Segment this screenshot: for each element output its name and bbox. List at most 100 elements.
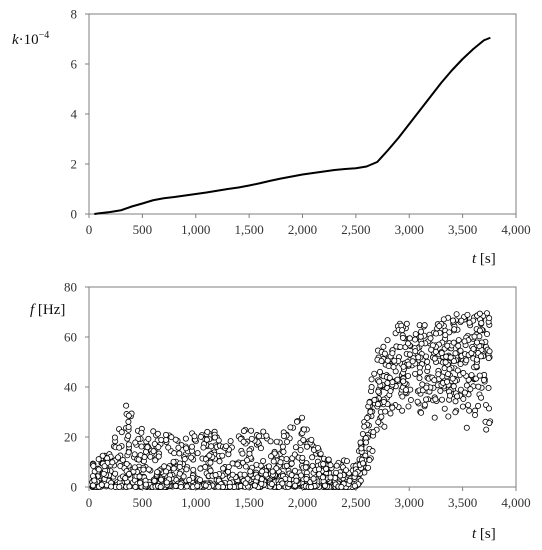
y-axis-label: f [Hz]	[30, 302, 65, 318]
data-point	[452, 398, 459, 405]
data-point	[453, 311, 460, 318]
y-axis-unit: [Hz]	[34, 302, 65, 318]
data-point	[458, 317, 465, 324]
data-point	[268, 481, 275, 488]
data-point	[207, 467, 214, 474]
x-axis-unit: [s]	[476, 251, 496, 267]
data-point	[351, 482, 358, 489]
data-point	[293, 477, 300, 484]
data-point	[112, 470, 119, 477]
x-tick-label: 1,000	[181, 222, 210, 237]
data-point	[375, 388, 382, 395]
data-point	[394, 376, 401, 383]
data-point	[480, 377, 487, 384]
data-point	[262, 471, 269, 478]
data-point	[376, 378, 383, 385]
data-point	[280, 433, 287, 440]
data-point	[223, 443, 230, 450]
data-point	[380, 343, 387, 350]
data-point	[441, 405, 448, 412]
y-tick-label: 4	[71, 107, 78, 122]
data-point	[287, 424, 294, 431]
data-point	[445, 371, 452, 378]
data-point	[463, 357, 470, 364]
data-point	[108, 483, 115, 490]
data-point	[258, 476, 265, 483]
data-point	[220, 465, 227, 472]
y-tick-label: 0	[71, 480, 78, 495]
data-point	[161, 463, 168, 470]
x-axis-unit: [s]	[476, 526, 496, 542]
data-point	[259, 468, 266, 475]
data-point	[449, 375, 456, 382]
data-point	[141, 454, 148, 461]
x-tick-label: 2,500	[341, 495, 370, 510]
data-point	[286, 481, 293, 488]
data-point	[387, 388, 394, 395]
data-point	[137, 479, 144, 486]
data-point	[478, 320, 485, 327]
data-point	[302, 464, 309, 471]
data-point	[171, 450, 178, 457]
data-point	[361, 423, 368, 430]
y-axis-symbol: k	[12, 32, 19, 48]
data-point	[423, 384, 430, 391]
data-point	[301, 426, 308, 433]
data-point	[418, 409, 425, 416]
data-point	[116, 444, 123, 451]
data-point	[242, 463, 249, 470]
data-point	[457, 361, 464, 368]
data-point	[399, 407, 406, 414]
data-point	[459, 403, 466, 410]
data-point	[474, 339, 481, 346]
data-point	[315, 466, 322, 473]
axis-ticks: 0 500 1,000 1,500 2,000 2,500 3,000 3,500 4,000 0…	[71, 7, 531, 238]
data-point	[358, 445, 365, 452]
data-point	[297, 447, 304, 454]
data-point	[476, 333, 483, 340]
data-point	[90, 463, 97, 470]
data-point	[455, 342, 462, 349]
data-point	[460, 370, 467, 377]
data-point	[204, 428, 211, 435]
data-point	[378, 358, 385, 365]
data-point	[475, 402, 482, 409]
data-point	[279, 480, 286, 487]
data-point	[357, 439, 364, 446]
data-point	[451, 326, 458, 333]
data-point	[307, 483, 314, 490]
data-point	[454, 393, 461, 400]
data-point	[309, 462, 316, 469]
data-point	[211, 434, 218, 441]
data-point	[375, 419, 382, 426]
data-point	[138, 429, 145, 436]
x-tick-label: 4,000	[501, 495, 530, 510]
y-tick-label: 8	[71, 7, 78, 22]
data-point	[467, 386, 474, 393]
data-point	[473, 375, 480, 382]
data-point	[197, 476, 204, 483]
data-point	[366, 457, 373, 464]
data-point	[225, 463, 232, 470]
data-point	[172, 436, 179, 443]
data-point	[472, 412, 479, 419]
data-point	[455, 337, 462, 344]
data-point	[91, 477, 98, 484]
data-point	[466, 407, 473, 414]
data-point	[109, 459, 116, 466]
data-point	[384, 357, 391, 364]
data-point	[486, 315, 493, 322]
data-point	[435, 371, 442, 378]
data-point	[385, 363, 392, 370]
data-point	[473, 356, 480, 363]
data-point	[419, 381, 426, 388]
data-point	[476, 310, 483, 317]
data-point	[163, 468, 170, 475]
data-point	[170, 458, 177, 465]
data-point	[181, 456, 188, 463]
data-point	[270, 458, 277, 465]
data-point	[415, 354, 422, 361]
data-point	[368, 384, 375, 391]
data-point	[381, 423, 388, 430]
data-point	[123, 402, 130, 409]
